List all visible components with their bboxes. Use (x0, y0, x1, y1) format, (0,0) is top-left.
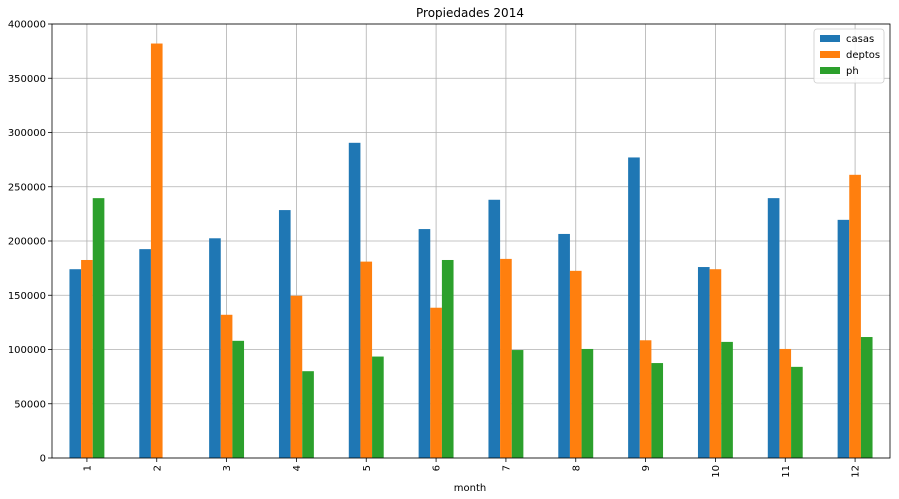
bar-deptos-5 (360, 261, 373, 458)
x-tick-label: 9 (641, 465, 652, 471)
x-tick-label: 6 (432, 465, 443, 471)
y-tick-label: 200000 (8, 237, 46, 248)
x-tick-label: 7 (501, 465, 512, 471)
bar-casas-8 (558, 233, 570, 458)
bar-ph-12 (860, 337, 873, 458)
bar-casas-12 (837, 219, 850, 458)
bar-casas-4 (278, 210, 291, 458)
y-tick-label: 100000 (8, 345, 46, 356)
bar-casas-2 (139, 249, 151, 458)
bar-deptos-3 (220, 314, 233, 458)
bar-casas-7 (488, 199, 501, 458)
legend-swatch-ph (820, 67, 840, 74)
x-tick-label: 8 (571, 465, 582, 471)
bar-casas-10 (697, 267, 710, 458)
x-tick-label: 11 (781, 465, 792, 478)
bar-deptos-10 (709, 269, 722, 458)
bar-ph-7 (511, 350, 524, 458)
x-tick-label: 4 (292, 465, 303, 471)
y-tick-label: 300000 (8, 128, 46, 139)
x-tick-label: 1 (82, 465, 93, 471)
bar-deptos-2 (150, 43, 163, 458)
y-tick-label: 50000 (14, 399, 46, 410)
bar-deptos-8 (569, 270, 582, 458)
ticks-layer: 0 50000 100000 150000 200000 250000 300000 3500… (8, 20, 862, 478)
bar-casas-3 (209, 238, 221, 458)
bar-deptos-4 (290, 295, 303, 458)
x-axis-label: month (454, 483, 486, 494)
y-tick-label: 150000 (8, 291, 46, 302)
bar-casas-6 (418, 229, 431, 458)
x-tick-label: 12 (851, 465, 862, 478)
bar-casas-5 (348, 142, 361, 458)
bar-ph-5 (372, 356, 384, 458)
bar-ph-1 (92, 198, 105, 458)
legend-label-deptos: deptos (846, 50, 880, 61)
bar-ph-10 (721, 341, 733, 458)
bar-deptos-7 (500, 258, 512, 458)
bar-casas-9 (628, 157, 640, 458)
bar-casas-11 (767, 198, 780, 458)
grid-layer (52, 23, 890, 459)
legend-label-casas: casas (846, 34, 874, 45)
x-tick-label: 3 (222, 465, 233, 471)
y-tick-label: 0 (40, 454, 46, 465)
chart-title: Propiedades 2014 (416, 6, 524, 20)
bar-deptos-12 (849, 174, 861, 458)
bar-casas-1 (69, 269, 82, 458)
bars-layer (69, 43, 873, 458)
bar-deptos-6 (430, 307, 442, 458)
bar-deptos-9 (639, 340, 652, 458)
x-tick-label: 2 (152, 465, 163, 471)
x-tick-label: 5 (362, 465, 373, 471)
bar-ph-4 (302, 371, 314, 458)
y-tick-label: 350000 (8, 74, 46, 85)
legend-swatch-casas (820, 35, 840, 42)
bar-ph-11 (791, 366, 803, 458)
x-tick-label: 10 (711, 465, 722, 478)
legend-label-ph: ph (846, 66, 859, 77)
y-tick-label: 250000 (8, 182, 46, 193)
bar-ph-6 (441, 259, 454, 458)
bar-ph-3 (232, 340, 245, 458)
y-tick-label: 400000 (8, 20, 46, 31)
legend: casas deptos ph (813, 28, 885, 84)
bar-ph-8 (581, 348, 594, 458)
bar-deptos-1 (81, 259, 93, 458)
bar-deptos-11 (779, 348, 792, 458)
bar-ph-9 (651, 363, 664, 458)
legend-swatch-deptos (820, 51, 840, 58)
